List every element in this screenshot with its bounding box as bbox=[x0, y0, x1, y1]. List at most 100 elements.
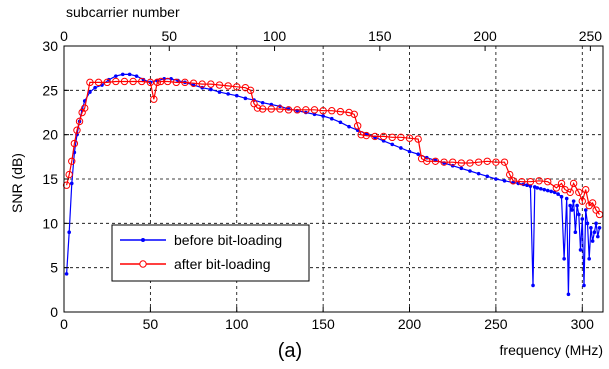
data-point-after bbox=[353, 122, 362, 130]
data-point-after bbox=[150, 95, 158, 103]
data-point-before bbox=[590, 239, 595, 243]
data-point-after bbox=[153, 78, 161, 87]
data-point-after bbox=[293, 106, 301, 114]
data-point-after bbox=[492, 158, 500, 166]
data-point-after bbox=[535, 177, 543, 185]
data-point-after bbox=[474, 158, 483, 166]
top-tick-label: 50 bbox=[161, 28, 177, 44]
data-point-before bbox=[468, 169, 472, 173]
data-point-after bbox=[595, 210, 604, 219]
data-point-before bbox=[416, 152, 420, 156]
data-point-after bbox=[336, 107, 345, 116]
legend: before bit-loading after bit-loading bbox=[111, 224, 310, 282]
data-point-after bbox=[267, 105, 276, 113]
data-point-after bbox=[357, 130, 365, 139]
y-tick-label: 30 bbox=[42, 38, 58, 54]
data-point-after bbox=[94, 78, 103, 87]
data-point-after bbox=[246, 86, 255, 95]
data-point-after bbox=[157, 77, 165, 86]
data-point-before bbox=[575, 203, 579, 208]
data-point-after bbox=[62, 181, 71, 189]
data-point-before bbox=[583, 208, 588, 212]
data-point-after bbox=[526, 177, 535, 186]
data-point-after bbox=[319, 107, 327, 115]
data-point-after bbox=[440, 158, 448, 166]
data-point-after bbox=[258, 105, 267, 113]
data-point-before bbox=[209, 87, 213, 92]
data-point-after bbox=[129, 77, 137, 86]
data-point-after bbox=[566, 188, 574, 197]
data-point-before bbox=[234, 93, 239, 98]
data-point-before bbox=[587, 257, 591, 261]
data-point-after bbox=[163, 77, 172, 86]
figure-caption: (a) bbox=[278, 340, 302, 362]
data-point-before bbox=[573, 230, 578, 234]
data-point-before bbox=[127, 72, 132, 77]
data-point-before bbox=[542, 187, 547, 192]
data-point-after bbox=[70, 139, 79, 148]
data-point-before bbox=[597, 225, 602, 230]
data-point-after bbox=[518, 177, 526, 186]
top-tick-label: 100 bbox=[263, 28, 287, 44]
data-point-after bbox=[350, 110, 358, 118]
data-point-after bbox=[371, 132, 379, 141]
y-axis-label: SNR (dB) bbox=[9, 153, 25, 213]
data-point-after bbox=[68, 157, 76, 165]
top-tick-label: 0 bbox=[60, 28, 68, 44]
data-point-after bbox=[544, 177, 552, 186]
x-tick-label: 50 bbox=[143, 316, 159, 332]
data-point-after bbox=[423, 157, 431, 165]
data-point-before bbox=[594, 221, 598, 226]
data-point-after bbox=[215, 81, 224, 89]
data-point-before bbox=[559, 194, 564, 199]
data-point-before bbox=[93, 85, 97, 90]
x-tick-label: 250 bbox=[484, 316, 508, 332]
data-point-before bbox=[399, 146, 403, 150]
series-after bbox=[62, 77, 604, 219]
data-point-after bbox=[181, 78, 189, 87]
data-point-after bbox=[509, 177, 517, 185]
data-point-before bbox=[67, 230, 71, 234]
data-point-before bbox=[571, 199, 576, 203]
data-point-after bbox=[506, 170, 514, 179]
data-point-after bbox=[120, 77, 129, 86]
data-point-before bbox=[568, 203, 572, 208]
series-layer bbox=[62, 72, 604, 297]
data-point-after bbox=[146, 78, 155, 87]
data-point-before bbox=[531, 283, 535, 288]
data-point-after bbox=[431, 157, 440, 165]
legend-label-before: before bit-loading bbox=[174, 232, 282, 248]
data-point-before bbox=[577, 212, 581, 217]
data-point-before bbox=[243, 96, 248, 101]
data-point-before bbox=[578, 248, 583, 252]
data-point-after bbox=[65, 170, 73, 179]
data-point-after bbox=[328, 107, 336, 115]
data-point-before bbox=[226, 92, 230, 96]
data-point-after bbox=[500, 158, 509, 166]
data-point-after bbox=[302, 106, 310, 114]
data-point-after bbox=[449, 158, 457, 166]
legend-label-after: after bit-loading bbox=[174, 256, 271, 272]
data-point-before bbox=[88, 90, 92, 94]
data-point-after bbox=[414, 135, 422, 143]
data-point-before bbox=[476, 171, 481, 176]
data-point-before bbox=[347, 124, 351, 129]
data-point-before bbox=[459, 166, 464, 171]
data-point-after bbox=[379, 132, 388, 141]
data-point-before bbox=[338, 120, 343, 125]
data-point-after bbox=[284, 106, 293, 114]
data-point-after bbox=[73, 126, 81, 134]
x-tick-label: 150 bbox=[311, 316, 335, 332]
data-point-after bbox=[112, 77, 120, 86]
x-tick-label: 300 bbox=[571, 316, 595, 332]
data-point-before bbox=[64, 272, 69, 276]
data-point-before bbox=[114, 74, 118, 78]
data-point-before bbox=[502, 178, 507, 183]
data-point-after bbox=[86, 78, 94, 87]
data-point-before bbox=[485, 174, 490, 179]
data-point-before bbox=[580, 217, 585, 221]
data-point-before bbox=[589, 225, 593, 230]
data-point-before bbox=[390, 142, 395, 147]
y-tick-label: 10 bbox=[42, 215, 58, 231]
